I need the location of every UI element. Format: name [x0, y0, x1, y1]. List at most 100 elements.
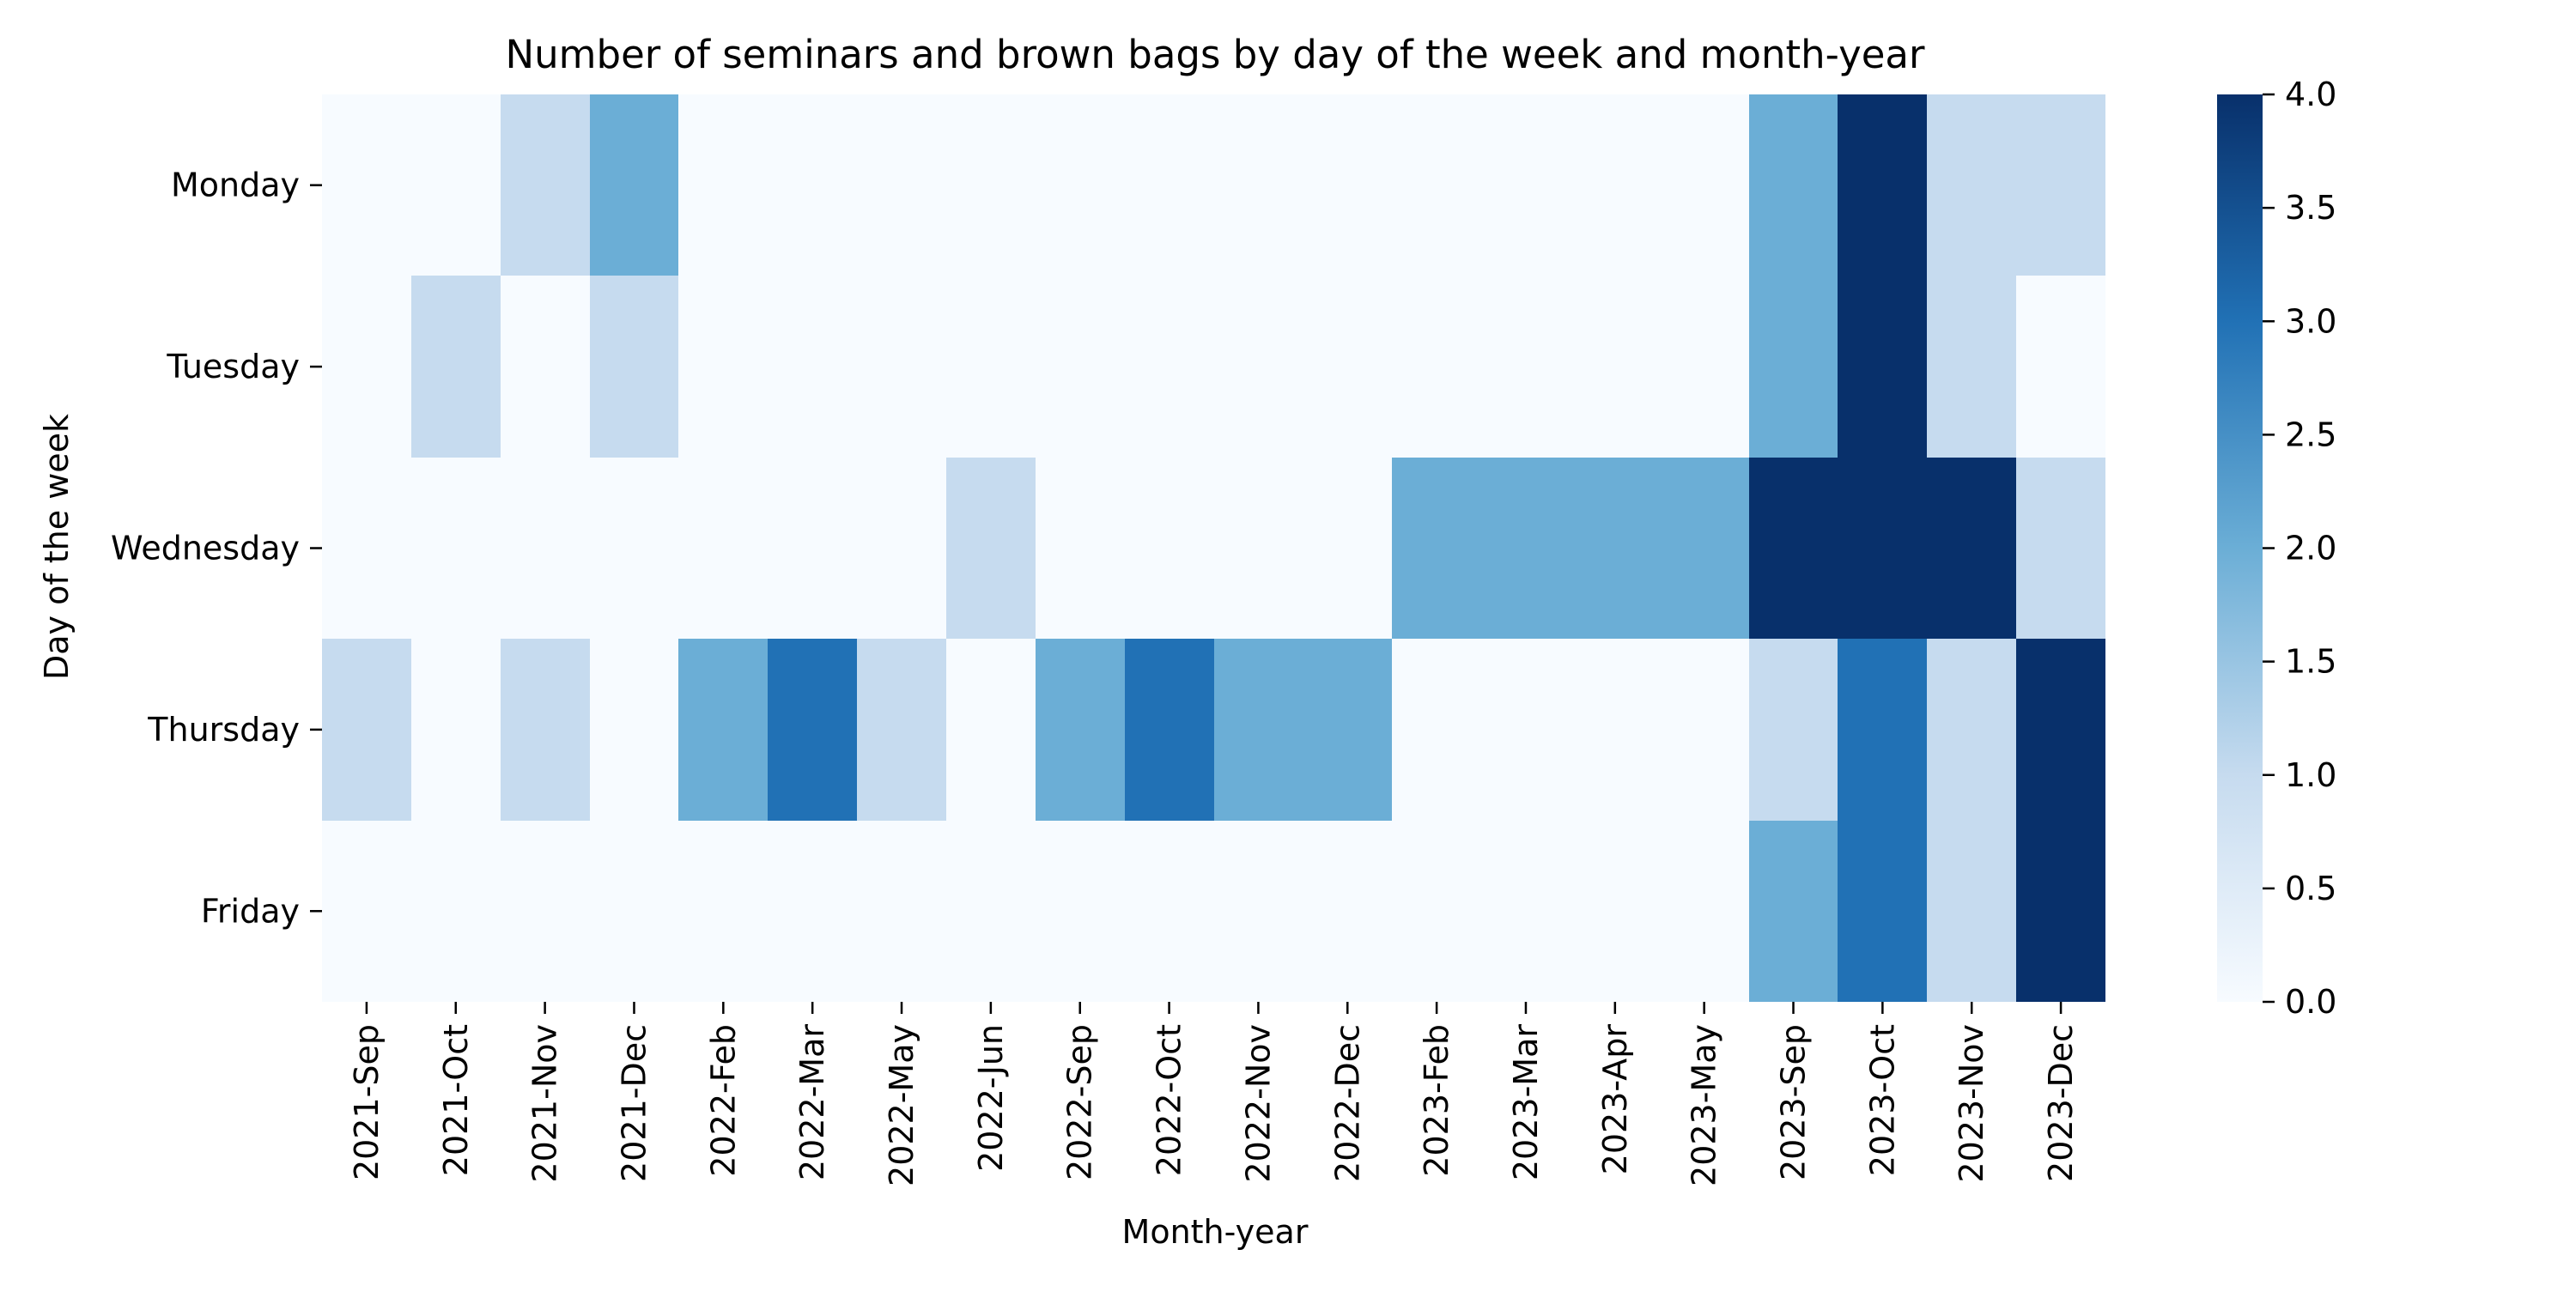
heatmap-cell	[1749, 639, 1838, 821]
heatmap-cell	[322, 821, 411, 1002]
heatmap-cell	[1927, 458, 2016, 639]
heatmap-cell	[501, 821, 590, 1002]
x-tick-label: 2022-Feb	[704, 1024, 742, 1177]
y-tick-label: Tuesday	[166, 348, 300, 385]
heatmap-cell	[1303, 639, 1392, 821]
heatmap-cell	[1660, 94, 1749, 276]
heatmap-cell	[1303, 94, 1392, 276]
heatmap-cell	[1749, 94, 1838, 276]
heatmap-cell	[857, 458, 946, 639]
heatmap-cell	[322, 458, 411, 639]
heatmap-cell	[411, 94, 501, 276]
heatmap-cell	[2016, 94, 2105, 276]
heatmap-cell	[1392, 639, 1481, 821]
heatmap-cell	[501, 94, 590, 276]
heatmap-cell	[1303, 821, 1392, 1002]
heatmap-cell	[1927, 821, 2016, 1002]
chart-title: Number of seminars and brown bags by day…	[505, 32, 1925, 77]
heatmap-cell	[1036, 94, 1125, 276]
heatmap-cell	[857, 639, 946, 821]
x-tick-label: 2022-May	[883, 1024, 920, 1186]
colorbar-tick-label: 0.0	[2285, 983, 2336, 1021]
heatmap-cell	[2016, 639, 2105, 821]
colorbar-tick-label: 1.0	[2285, 756, 2336, 794]
heatmap-cell	[322, 276, 411, 458]
heatmap-cell	[678, 94, 768, 276]
heatmap-cell	[946, 458, 1036, 639]
heatmap-cell	[1214, 94, 1303, 276]
colorbar-tick-label: 4.0	[2285, 76, 2336, 113]
heatmap-cell	[768, 458, 857, 639]
heatmap-cell	[1927, 276, 2016, 458]
heatmap-cell	[768, 821, 857, 1002]
heatmap-cell	[1660, 821, 1749, 1002]
heatmap-cell	[857, 821, 946, 1002]
x-tick-label: 2023-Apr	[1596, 1024, 1634, 1175]
heatmap-cell	[590, 94, 678, 276]
heatmap-cell	[1214, 639, 1303, 821]
heatmap-cell	[1392, 821, 1481, 1002]
heatmap-cell	[678, 639, 768, 821]
heatmap-cell	[1660, 639, 1749, 821]
heatmap-cell	[2016, 821, 2105, 1002]
heatmap-cell	[1927, 94, 2016, 276]
colorbar-tick-label: 3.0	[2285, 302, 2336, 340]
heatmap-cell	[1125, 821, 1214, 1002]
heatmap-cell	[411, 821, 501, 1002]
heatmap-cell	[1571, 458, 1660, 639]
y-axis-label: Day of the week	[38, 414, 76, 680]
heatmap-cell	[1481, 639, 1571, 821]
heatmap-cell	[1838, 821, 1927, 1002]
heatmap-cell	[1749, 821, 1838, 1002]
heatmap-cell	[1125, 639, 1214, 821]
heatmap-cell	[1749, 458, 1838, 639]
x-tick-label: 2022-Oct	[1151, 1024, 1188, 1176]
x-tick-label: 2021-Oct	[437, 1024, 475, 1176]
heatmap-cell	[1214, 276, 1303, 458]
y-tick-label: Wednesday	[111, 530, 300, 567]
heatmap-cell	[1838, 639, 1927, 821]
heatmap-cell	[1125, 94, 1214, 276]
heatmap-cell	[1214, 458, 1303, 639]
x-tick-label: 2023-Nov	[1953, 1024, 1990, 1183]
x-tick-label: 2023-May	[1686, 1024, 1723, 1186]
heatmap-cell	[946, 276, 1036, 458]
x-tick-label: 2021-Nov	[526, 1024, 564, 1183]
x-tick-label: 2023-Feb	[1418, 1024, 1455, 1177]
heatmap-cell	[678, 276, 768, 458]
heatmap-cells	[322, 94, 2105, 1002]
heatmap-cell	[1125, 276, 1214, 458]
y-tick-label: Monday	[171, 167, 300, 204]
x-tick-label: 2023-Sep	[1775, 1024, 1813, 1180]
heatmap-cell	[590, 639, 678, 821]
heatmap-cell	[1036, 276, 1125, 458]
heatmap-cell	[411, 276, 501, 458]
heatmap-cell	[1749, 276, 1838, 458]
heatmap-cell	[590, 276, 678, 458]
heatmap-cell	[1036, 639, 1125, 821]
heatmap-cell	[1303, 458, 1392, 639]
heatmap-cell	[1481, 821, 1571, 1002]
y-tick-label: Friday	[201, 892, 300, 930]
heatmap-cell	[946, 94, 1036, 276]
heatmap-cell	[1125, 458, 1214, 639]
x-tick-label: 2023-Dec	[2042, 1024, 2080, 1182]
heatmap-cell	[857, 94, 946, 276]
x-tick-label: 2023-Mar	[1507, 1024, 1545, 1180]
x-tick-labels: 2021-Sep 2021-Oct 2021-Nov 2021-Dec 2022-Feb…	[348, 1002, 2080, 1186]
heatmap-cell	[411, 639, 501, 821]
heatmap-cell	[1838, 458, 1927, 639]
heatmap-cell	[1571, 821, 1660, 1002]
heatmap-cell	[1838, 276, 1927, 458]
heatmap-cell	[768, 276, 857, 458]
x-tick-label: 2021-Sep	[348, 1024, 386, 1180]
x-tick-label: 2022-Nov	[1239, 1024, 1277, 1183]
x-axis-label: Month-year	[1122, 1213, 1309, 1251]
colorbar-tick-label: 1.5	[2285, 643, 2336, 681]
heatmap-cell	[1303, 276, 1392, 458]
heatmap-cell	[501, 639, 590, 821]
heatmap-cell	[322, 94, 411, 276]
heatmap-cell	[946, 821, 1036, 1002]
heatmap-cell	[768, 639, 857, 821]
heatmap-cell	[590, 458, 678, 639]
